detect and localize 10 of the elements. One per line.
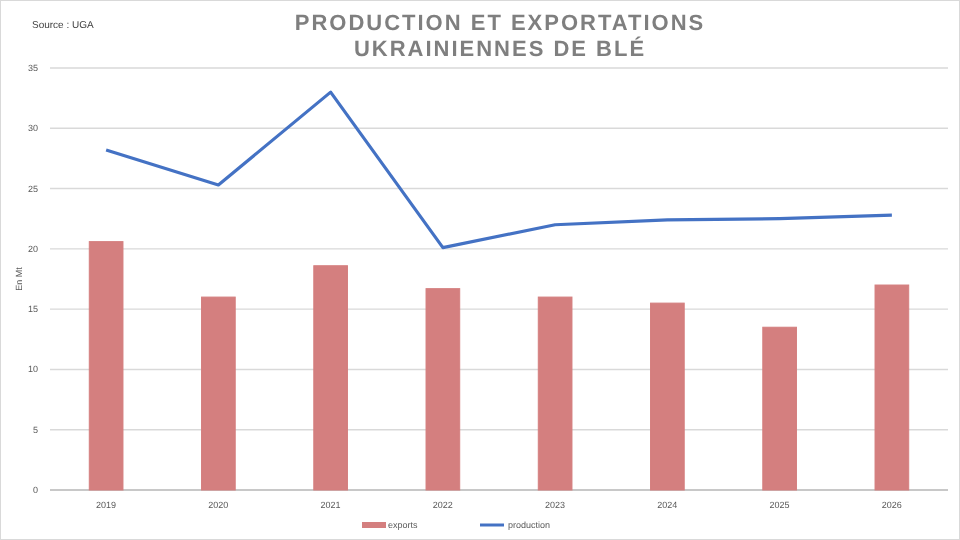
chart-title: PRODUCTION ET EXPORTATIONS UKRAINIENNES DE BLÉ [294, 12, 706, 62]
bar [874, 284, 910, 491]
bar [425, 288, 461, 491]
bar [88, 241, 124, 491]
bar [313, 265, 348, 491]
line-series [104, 90, 894, 250]
bar [537, 296, 573, 491]
bar [201, 296, 236, 491]
bar [650, 302, 685, 491]
bar [762, 326, 797, 491]
